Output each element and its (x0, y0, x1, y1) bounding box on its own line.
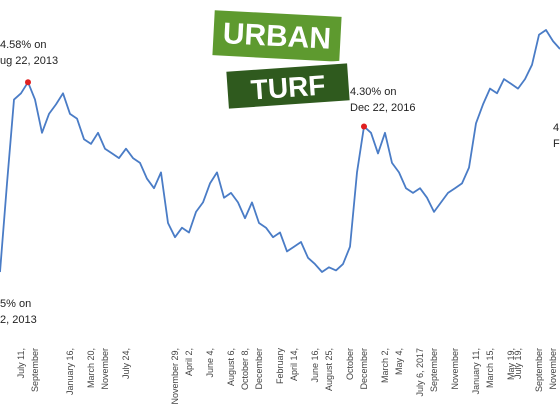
x-tick-label: November (100, 348, 110, 390)
x-tick-label: July 6, 2017 (415, 348, 425, 397)
x-tick-label: December (359, 348, 369, 390)
x-tick-label: November (450, 348, 460, 390)
x-tick-label: January 11, (471, 348, 481, 394)
x-tick-label: November (548, 348, 558, 390)
x-tick-label: April 2, (184, 348, 194, 376)
x-tick-label: March 2, (380, 348, 390, 383)
line (0, 29, 560, 273)
annotation: Fe (553, 138, 560, 150)
annotation: 2, 2013 (0, 314, 37, 326)
x-tick-label: February (275, 348, 285, 385)
x-tick-label: August 6, (226, 348, 236, 386)
highlight-point (25, 79, 31, 86)
x-tick-label: July 24, (121, 348, 131, 379)
x-tick-label: March 20, (86, 348, 96, 388)
x-tick-label: May 4, (394, 348, 404, 375)
x-tick-label: December (254, 348, 264, 390)
logo-top: URBAN (222, 17, 332, 56)
x-tick-label: March 15, (485, 348, 495, 388)
annotation: 4.30% on (350, 86, 396, 98)
x-tick-label: January 16, (65, 348, 75, 395)
x-tick-label: October (345, 348, 355, 380)
x-tick-label: July 19, (513, 348, 523, 379)
logo: URBAN TURF (209, 7, 353, 112)
x-tick-label: June 16, (310, 348, 320, 383)
x-tick-label: September (30, 348, 40, 392)
highlight-point (361, 123, 367, 130)
annotation: 4. (553, 122, 560, 134)
x-tick-label: September (534, 348, 544, 392)
x-tick-label: September (429, 348, 439, 392)
annotation: ug 22, 2013 (0, 55, 58, 67)
annotation: Dec 22, 2016 (350, 102, 415, 114)
x-tick-label: October 8, (240, 348, 250, 390)
x-tick-label: June 4, (205, 348, 215, 378)
annotation: 4.58% on (0, 39, 46, 51)
x-tick-label: July 11, (16, 348, 26, 378)
x-tick-label: April 14, (289, 348, 299, 381)
x-tick-label: November 29, (170, 348, 180, 405)
x-tick-label: May 19, (506, 348, 516, 380)
annotation: 5% on (0, 298, 31, 310)
x-tick-label: August 25, (324, 348, 334, 391)
logo-bottom: TURF (250, 69, 327, 105)
